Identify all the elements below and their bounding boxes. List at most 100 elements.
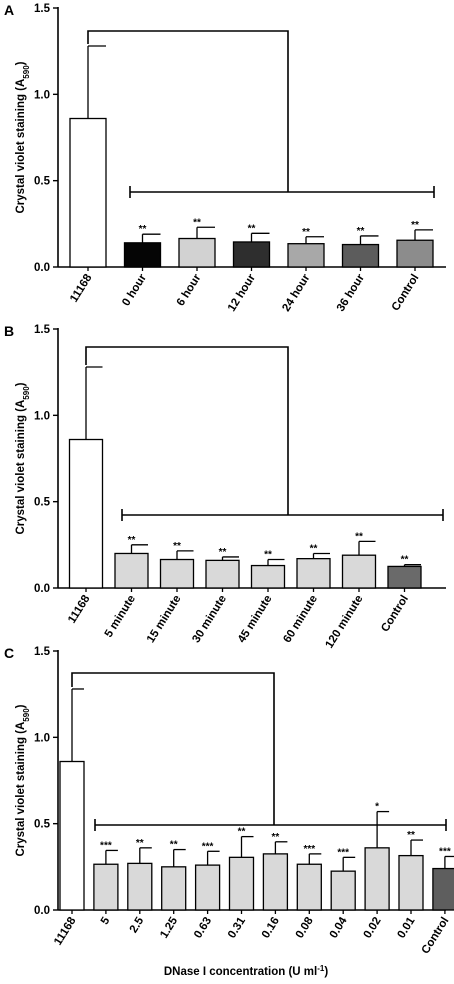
- x-tick-label: 30 minute: [190, 593, 229, 645]
- significance-label: **: [272, 832, 280, 843]
- bar: [93, 863, 119, 911]
- significance-label: **: [264, 550, 272, 561]
- comparison-bracket: [85, 346, 289, 515]
- x-tick-label: 1.25: [158, 915, 180, 941]
- comparison-bracket: [87, 30, 289, 192]
- bar: [228, 856, 255, 911]
- bar: [341, 243, 380, 268]
- x-tick-label: 2.5: [128, 915, 147, 935]
- x-tick-label: 60 minute: [281, 593, 320, 645]
- bar: [68, 438, 104, 589]
- x-axis-label: DNase I concentration (U ml-1): [164, 964, 329, 979]
- significance-label: ***: [100, 840, 112, 851]
- x-tick-label: Control: [420, 915, 452, 956]
- x-tick-label: Control: [379, 593, 411, 634]
- y-tick-label: 1.5: [34, 646, 51, 658]
- y-tick-label: 0.0: [34, 262, 50, 274]
- x-tick-label: 0.04: [328, 915, 350, 941]
- x-tick-label: 0.16: [260, 915, 282, 940]
- bar: [232, 241, 271, 268]
- x-tick-label: 0.01: [396, 915, 418, 941]
- x-tick-label: 0.31: [226, 915, 248, 941]
- bar: [330, 870, 356, 911]
- significance-label: **: [219, 547, 227, 558]
- panel-label: C: [4, 645, 14, 661]
- bar: [296, 863, 322, 911]
- bar: [262, 853, 289, 911]
- y-tick-label: 1.0: [34, 410, 50, 422]
- x-tick-label: 12 hour: [226, 272, 258, 314]
- significance-label: *: [375, 802, 379, 813]
- y-tick-label: 1.5: [34, 324, 51, 336]
- bar: [59, 760, 85, 911]
- bar: [387, 565, 422, 589]
- x-tick-label: 15 minute: [145, 593, 184, 645]
- panel-label: A: [4, 2, 14, 18]
- x-tick-label: 24 hour: [280, 272, 312, 314]
- significance-label: **: [193, 217, 201, 228]
- significance-label: **: [401, 555, 409, 566]
- bar: [127, 862, 153, 911]
- x-tick-label: 0 hour: [120, 272, 149, 309]
- significance-label: **: [170, 840, 178, 851]
- bar: [69, 117, 107, 268]
- y-axis-label: Crystal violet staining (A590): [15, 382, 31, 534]
- x-tick-label: 11168: [66, 593, 93, 626]
- significance-label: **: [310, 543, 318, 554]
- x-tick-label: 0.02: [362, 915, 384, 940]
- bar: [364, 847, 390, 911]
- bar: [296, 557, 331, 589]
- y-axis-label: Crystal violet staining (A590): [15, 61, 31, 213]
- x-tick-label: 5: [99, 915, 113, 927]
- y-tick-label: 0.5: [34, 497, 51, 509]
- significance-label: **: [173, 541, 181, 552]
- significance-label: **: [302, 227, 310, 238]
- significance-label: ***: [337, 847, 349, 858]
- x-tick-label: 45 minute: [236, 593, 275, 645]
- x-tick-label: 0.08: [294, 915, 316, 941]
- panel-label: B: [4, 323, 14, 339]
- chart-panel-a: A Crystal violet staining (A590) 0.0 0.5 1.0…: [4, 2, 446, 314]
- significance-label: ***: [439, 846, 451, 857]
- significance-label: **: [407, 830, 415, 841]
- x-tick-label: 11168: [68, 272, 95, 305]
- comparison-bracket: [71, 672, 275, 825]
- significance-label: **: [136, 838, 144, 849]
- significance-label: **: [357, 226, 365, 237]
- x-tick-label: 120 minute: [324, 593, 366, 650]
- significance-label: **: [139, 224, 147, 235]
- y-tick-label: 0.0: [34, 905, 50, 917]
- chart-panel-b: B Crystal violet staining (A590) 0.0 0.5 1.0…: [4, 323, 446, 651]
- x-tick-label: 11168: [52, 915, 79, 948]
- bar: [194, 864, 221, 911]
- bar: [398, 854, 424, 911]
- significance-label: **: [411, 220, 419, 231]
- bar: [341, 554, 377, 589]
- x-tick-label: 5 minute: [103, 593, 138, 639]
- x-tick-label: 0.63: [192, 915, 214, 940]
- y-tick-label: 0.5: [34, 819, 51, 831]
- bar: [287, 243, 325, 268]
- chart-panel-c: C Crystal violet staining (A590) 0.0 0.5 1.0…: [4, 645, 454, 978]
- y-tick-label: 1.0: [34, 89, 50, 101]
- bar: [123, 242, 162, 268]
- bar: [178, 237, 216, 268]
- x-tick-label: 36 hour: [335, 272, 367, 314]
- x-tick-label: Control: [390, 272, 422, 313]
- bar: [161, 866, 187, 911]
- bar: [396, 239, 434, 268]
- significance-label: **: [248, 223, 256, 234]
- y-tick-label: 0.5: [34, 176, 51, 188]
- y-tick-label: 1.0: [34, 732, 50, 744]
- x-tick-label: 6 hour: [175, 272, 204, 309]
- significance-label: **: [355, 531, 363, 542]
- y-axis-label: Crystal violet staining (A590): [15, 704, 31, 856]
- bar: [205, 559, 240, 589]
- significance-label: **: [128, 535, 136, 546]
- bar: [159, 558, 195, 589]
- bar: [432, 867, 454, 911]
- significance-label: ***: [303, 844, 315, 855]
- y-tick-label: 1.5: [34, 3, 51, 15]
- significance-label: ***: [202, 841, 214, 852]
